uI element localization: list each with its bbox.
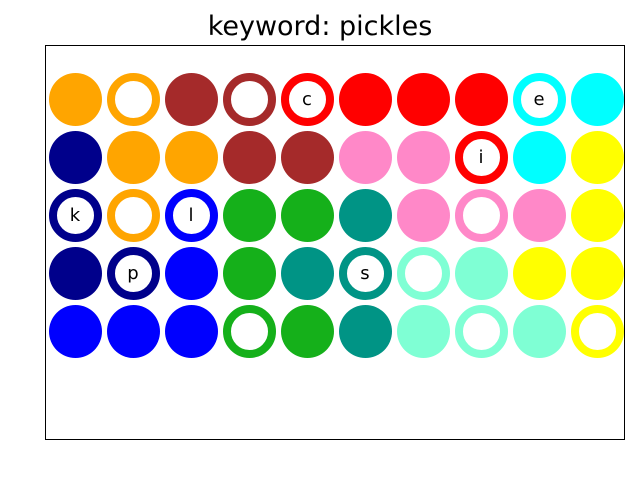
peg-r4-c8[interactable] — [454, 246, 508, 300]
peg-r5-c7[interactable] — [396, 304, 450, 358]
peg-r2-c3[interactable] — [164, 130, 218, 184]
peg-r3-c3[interactable]: l — [164, 188, 218, 242]
peg-r3-c5[interactable] — [280, 188, 334, 242]
peg-r1-c10[interactable] — [570, 72, 624, 126]
peg-r1-c3[interactable] — [164, 72, 218, 126]
peg-r3-c6[interactable] — [338, 188, 392, 242]
peg-r5-c8[interactable] — [454, 304, 508, 358]
peg-letter: e — [533, 88, 545, 110]
peg-r5-c3[interactable] — [164, 304, 218, 358]
page-title: keyword: pickles — [207, 11, 433, 42]
peg-letter: l — [188, 204, 194, 226]
peg-r3-c2[interactable] — [106, 188, 160, 242]
peg-r2-c9[interactable] — [512, 130, 566, 184]
peg-r2-c2[interactable] — [106, 130, 160, 184]
peg-r2-c8[interactable]: i — [454, 130, 508, 184]
peg-r2-c7[interactable] — [396, 130, 450, 184]
peg-r4-c1[interactable] — [48, 246, 102, 300]
peg-r1-c9[interactable]: e — [512, 72, 566, 126]
peg-r5-c5[interactable] — [280, 304, 334, 358]
peg-r5-c10[interactable] — [570, 304, 624, 358]
peg-letter: i — [478, 146, 484, 168]
peg-r4-c10[interactable] — [570, 246, 624, 300]
peg-letter: p — [127, 262, 139, 284]
peg-r2-c10[interactable] — [570, 130, 624, 184]
peg-r4-c2[interactable]: p — [106, 246, 160, 300]
peg-r4-c4[interactable] — [222, 246, 276, 300]
peg-r3-c7[interactable] — [396, 188, 450, 242]
peg-r1-c6[interactable] — [338, 72, 392, 126]
peg-r4-c9[interactable] — [512, 246, 566, 300]
peg-r1-c7[interactable] — [396, 72, 450, 126]
peg-r1-c1[interactable] — [48, 72, 102, 126]
peg-letter: c — [302, 88, 312, 110]
peg-r3-c8[interactable] — [454, 188, 508, 242]
peg-letter: k — [69, 204, 81, 226]
peg-r1-c5[interactable]: c — [280, 72, 334, 126]
peg-r3-c10[interactable] — [570, 188, 624, 242]
peg-r4-c6[interactable]: s — [338, 246, 392, 300]
peg-r5-c1[interactable] — [48, 304, 102, 358]
peg-r2-c4[interactable] — [222, 130, 276, 184]
peg-r4-c3[interactable] — [164, 246, 218, 300]
peg-r5-c4[interactable] — [222, 304, 276, 358]
peg-r2-c5[interactable] — [280, 130, 334, 184]
peg-r2-c1[interactable] — [48, 130, 102, 184]
peg-r3-c1[interactable]: k — [48, 188, 102, 242]
peg-r1-c4[interactable] — [222, 72, 276, 126]
peg-r5-c9[interactable] — [512, 304, 566, 358]
peg-r1-c8[interactable] — [454, 72, 508, 126]
peg-r2-c6[interactable] — [338, 130, 392, 184]
peg-r4-c5[interactable] — [280, 246, 334, 300]
peg-r5-c2[interactable] — [106, 304, 160, 358]
peg-r5-c6[interactable] — [338, 304, 392, 358]
peg-r3-c4[interactable] — [222, 188, 276, 242]
peg-letter: s — [360, 262, 370, 284]
game-board: c e i k l p s — [45, 45, 625, 440]
peg-r3-c9[interactable] — [512, 188, 566, 242]
peg-r1-c2[interactable] — [106, 72, 160, 126]
peg-r4-c7[interactable] — [396, 246, 450, 300]
